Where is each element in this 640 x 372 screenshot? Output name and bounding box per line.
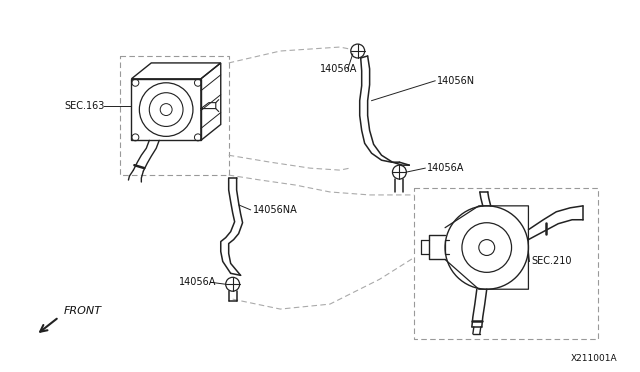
Text: 14056A: 14056A bbox=[427, 163, 465, 173]
Text: 14056A: 14056A bbox=[179, 277, 216, 287]
Text: 14056N: 14056N bbox=[437, 76, 476, 86]
Text: SEC.163: SEC.163 bbox=[64, 100, 104, 110]
Text: 14056A: 14056A bbox=[320, 64, 357, 74]
Text: SEC.210: SEC.210 bbox=[531, 256, 572, 266]
Text: X211001A: X211001A bbox=[571, 354, 618, 363]
Text: 14056NA: 14056NA bbox=[253, 205, 297, 215]
Text: FRONT: FRONT bbox=[64, 306, 102, 316]
